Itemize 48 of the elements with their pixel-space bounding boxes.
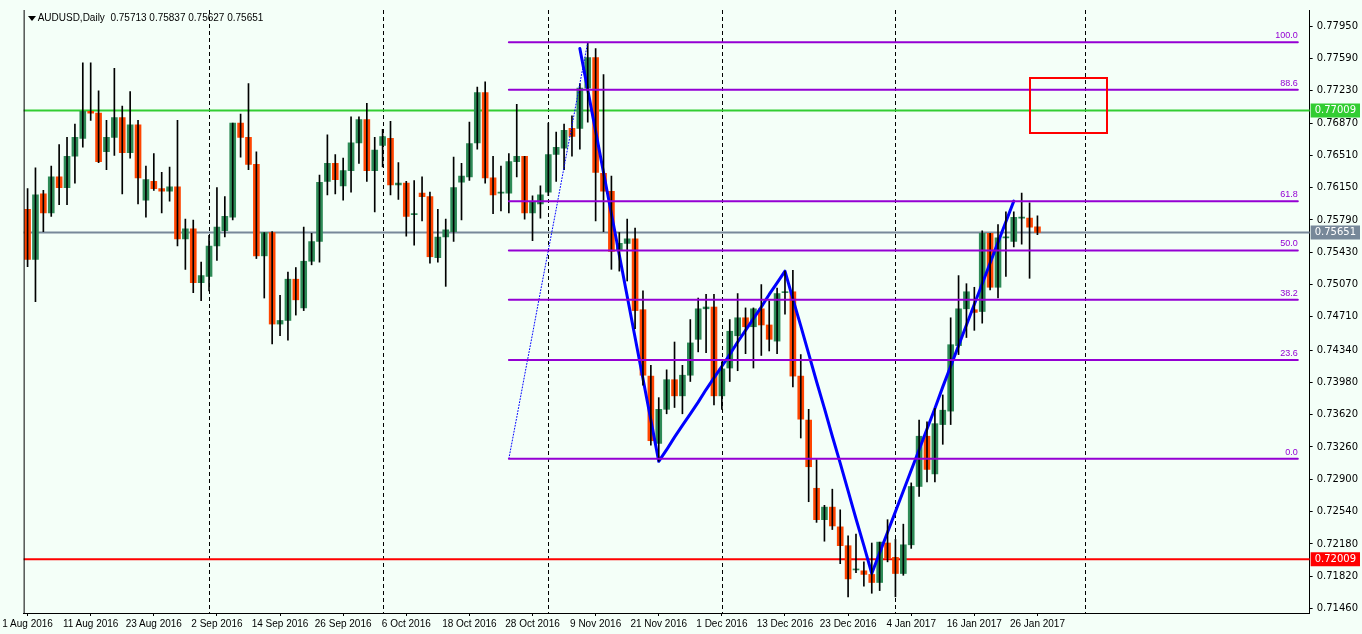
x-tick-label: 4 Jan 2017: [886, 617, 937, 629]
y-tick-label: 0.73620: [1316, 408, 1359, 420]
y-tick-label: 0.73260: [1316, 440, 1359, 452]
y-tick-label: 0.76150: [1316, 181, 1359, 193]
series-label: 23.6: [1280, 347, 1298, 358]
series-label: 38.2: [1280, 287, 1298, 298]
y-tick-label: 0.72180: [1316, 537, 1359, 549]
series-label: 61.8: [1280, 189, 1298, 200]
x-tick-label: 11 Aug 2016: [62, 617, 119, 629]
y-tick-label: 0.72900: [1316, 472, 1359, 484]
series-label: 0.0: [1285, 446, 1298, 457]
x-tick-label: 28 Oct 2016: [505, 617, 561, 629]
x-tick-label: 16 Jan 2017: [946, 617, 1003, 629]
x-tick-label: 14 Sep 2016: [251, 617, 309, 629]
y-tick-label: 0.75790: [1316, 213, 1359, 225]
chart-title: AUDUSD,Daily 0.75713 0.75837 0.75627 0.75651: [37, 11, 264, 23]
series-label: 50.0: [1280, 238, 1298, 249]
y-tick-label: 0.77230: [1316, 84, 1359, 96]
x-tick-label: 18 Oct 2016: [442, 617, 498, 629]
y-tick-label: 0.76510: [1316, 148, 1359, 160]
y-tick-label: 0.71460: [1316, 602, 1359, 614]
y-tick-label: 0.76870: [1316, 116, 1359, 128]
y-tick-label: 0.74340: [1316, 343, 1359, 355]
ref-line-label: 0.77009: [1314, 104, 1357, 116]
y-tick-label: 0.74710: [1316, 310, 1359, 322]
y-tick-label: 0.75070: [1316, 278, 1359, 290]
x-tick-label: 1 Aug 2016: [2, 617, 54, 629]
y-tick-label: 0.73980: [1316, 375, 1359, 387]
ref-line-label: 0.72009: [1314, 552, 1357, 564]
x-tick-label: 26 Jan 2017: [1009, 617, 1066, 629]
y-tick-label: 0.71820: [1316, 569, 1359, 581]
x-tick-label: 1 Dec 2016: [696, 617, 748, 629]
x-tick-label: 2 Sep 2016: [191, 617, 243, 629]
y-tick-label: 0.72540: [1316, 505, 1359, 517]
x-tick-label: 6 Oct 2016: [381, 617, 432, 629]
y-tick-label: 0.75430: [1316, 245, 1359, 257]
x-tick-label: 23 Aug 2016: [125, 617, 183, 629]
x-tick-label: 13 Dec 2016: [756, 617, 814, 629]
series-label: 100.0: [1275, 30, 1298, 41]
x-tick-label: 26 Sep 2016: [314, 617, 372, 629]
series-label: 88.6: [1280, 77, 1298, 88]
x-tick-label: 21 Nov 2016: [630, 617, 688, 629]
x-tick-label: 23 Dec 2016: [819, 617, 877, 629]
candlestick: [410, 180, 418, 246]
ref-line-label: 0.75651: [1314, 226, 1357, 238]
y-tick-label: 0.77590: [1316, 52, 1359, 64]
y-tick-label: 0.77950: [1316, 19, 1359, 31]
x-tick-label: 9 Nov 2016: [570, 617, 622, 629]
